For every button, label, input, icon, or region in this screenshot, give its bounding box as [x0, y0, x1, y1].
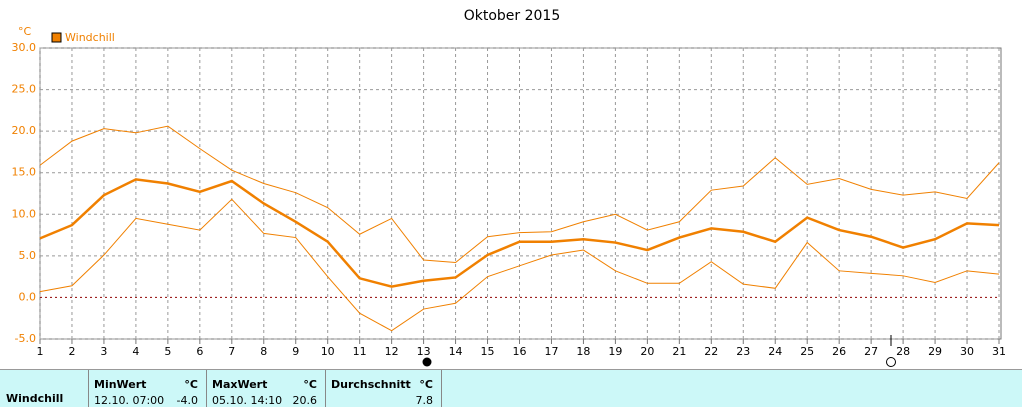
x-tick-label: 23 — [736, 345, 750, 358]
y-tick-label: 10.0 — [12, 207, 37, 220]
x-tick-label: 4 — [132, 345, 139, 358]
x-tick-label: 18 — [576, 345, 590, 358]
legend-swatch — [51, 32, 62, 43]
x-tick-label: 11 — [353, 345, 367, 358]
x-tick-label: 27 — [864, 345, 878, 358]
stat-time: 05.10. 14:10 — [212, 394, 283, 407]
y-tick-label: 25.0 — [12, 83, 37, 96]
row-label: Windchill — [6, 392, 64, 405]
x-tick-label: 30 — [960, 345, 974, 358]
stat-cell: MaxWert °C 05.10. 14:10 20.6 — [206, 370, 326, 407]
x-tick-label: 21 — [672, 345, 686, 358]
x-tick-label: 1 — [37, 345, 44, 358]
x-tick-label: 26 — [832, 345, 846, 358]
x-tick-label: 25 — [800, 345, 814, 358]
y-tick-label: 15.0 — [12, 166, 37, 179]
y-tick-label: 20.0 — [12, 124, 37, 137]
legend-label: Windchill — [65, 31, 115, 44]
x-tick-label: 7 — [228, 345, 235, 358]
y-tick-label: -5.0 — [15, 332, 36, 345]
x-tick-label: 3 — [100, 345, 107, 358]
stat-unit: °C — [303, 378, 317, 391]
y-tick-label: 5.0 — [19, 249, 37, 262]
stat-cell: Durchschnitt °C 7.8 — [325, 370, 442, 407]
new-moon-icon — [422, 357, 432, 367]
stat-unit: °C — [419, 378, 433, 391]
y-unit: °C — [18, 25, 32, 38]
y-tick-label: 30.0 — [12, 41, 37, 54]
x-tick-label: 2 — [68, 345, 75, 358]
summary-table: Windchill MinWert °C 12.10. 07:00 -4.0 MaxWe… — [0, 369, 1022, 407]
x-tick-label: 17 — [544, 345, 558, 358]
stat-time: 12.10. 07:00 — [94, 394, 165, 407]
x-tick-label: 10 — [321, 345, 335, 358]
x-tick-label: 15 — [481, 345, 495, 358]
stat-value: 20.6 — [292, 394, 318, 407]
x-tick-label: 5 — [164, 345, 171, 358]
x-tick-label: 6 — [196, 345, 203, 358]
series-line — [39, 178, 1000, 288]
x-tick-label: 28 — [896, 345, 910, 358]
stat-value: -4.0 — [176, 394, 198, 407]
stat-title: Durchschnitt — [331, 378, 411, 391]
x-tick-label: 19 — [608, 345, 622, 358]
full-moon-icon — [886, 357, 896, 367]
y-tick-label: 0.0 — [19, 290, 37, 303]
x-tick-label: 12 — [385, 345, 399, 358]
stat-title: MaxWert — [212, 378, 268, 391]
series-line — [39, 198, 1000, 332]
stat-value: 7.8 — [415, 394, 434, 407]
x-tick-label: 31 — [992, 345, 1006, 358]
chart-title: Oktober 2015 — [464, 8, 561, 24]
plot-frame — [39, 47, 1002, 340]
x-tick-label: 20 — [640, 345, 654, 358]
x-tick-label: 13 — [417, 345, 431, 358]
x-tick-label: 22 — [704, 345, 718, 358]
chart: Oktober 2015 °C -5.00.05.010.015.020.025… — [12, 8, 1006, 367]
stat-cell: MinWert °C 12.10. 07:00 -4.0 — [88, 370, 207, 407]
stat-unit: °C — [184, 378, 198, 391]
x-tick-label: 24 — [768, 345, 782, 358]
x-tick-label: 8 — [260, 345, 267, 358]
x-tick-label: 16 — [513, 345, 527, 358]
series-line — [39, 125, 1000, 264]
x-tick-label: 9 — [292, 345, 299, 358]
x-tick-label: 14 — [449, 345, 463, 358]
x-tick-label: 29 — [928, 345, 942, 358]
stat-title: MinWert — [94, 378, 147, 391]
row-cell: Windchill — [0, 370, 89, 407]
